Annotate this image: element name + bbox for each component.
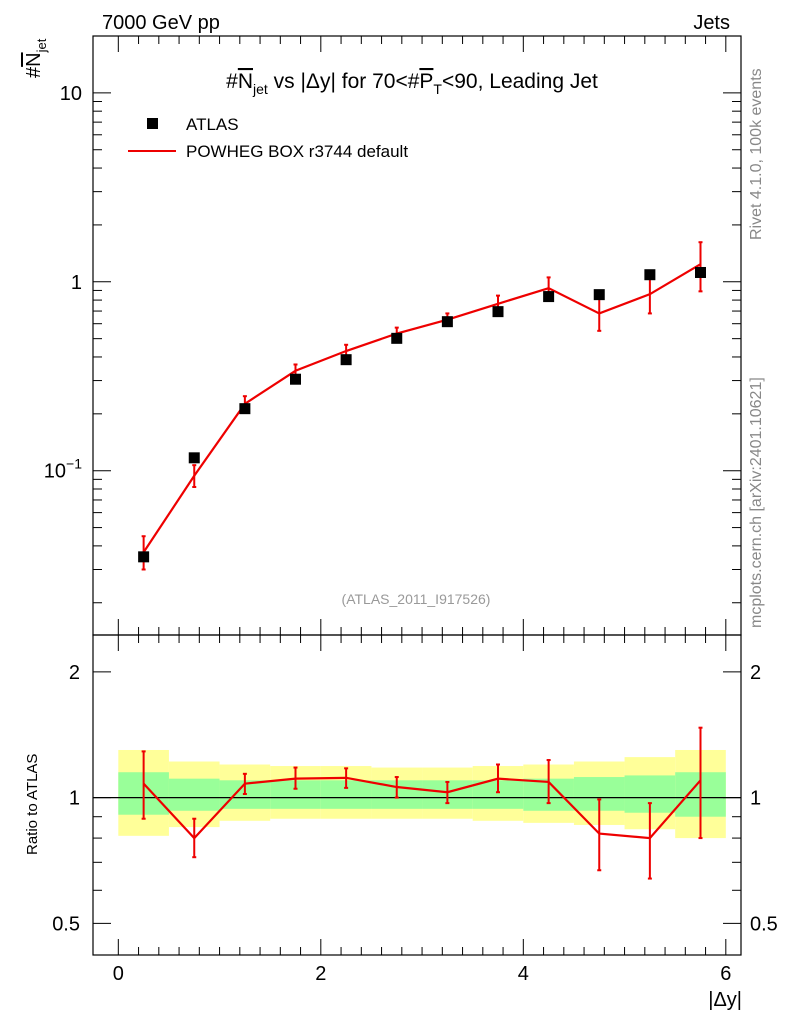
ratio-band-inner [168, 778, 220, 811]
atlas-point [391, 332, 403, 344]
legend-powheg-label: POWHEG BOX r3744 default [186, 142, 408, 161]
ratio-xtick-label: 2 [315, 963, 326, 985]
ratio-line [142, 776, 702, 840]
ratio-xtick-label: 0 [113, 963, 124, 985]
atlas-point [138, 551, 150, 563]
legend-atlas-marker [147, 118, 158, 129]
ratio-xtick-label: 4 [518, 963, 529, 985]
rivet-label: Rivet 4.1.0, 100k events [748, 68, 765, 240]
atlas-point [290, 373, 301, 385]
ratio-ylabel: Ratio to ATLAS [24, 754, 41, 855]
main-ylabel: #Njet [23, 38, 49, 78]
mcplots-label: mcplots.cern.ch [arXiv:2401.10621] [748, 377, 765, 628]
ratio-ytick-label-left: 2 [69, 662, 80, 684]
ratio-frame [92, 634, 742, 956]
atlas-point [239, 403, 251, 415]
legend: ATLAS POWHEG BOX r3744 default [128, 115, 408, 161]
powheg-line [142, 263, 702, 553]
ratio-panel: 0.5 0.5 1 1 2 2 0 2 4 6 Ratio to ATLAS |Δy| [24, 634, 778, 1011]
atlas-point [492, 306, 504, 318]
main-panel: 10−1 1 10 #Njet vs |Δy| for 70<#PT<90, Lea… [23, 35, 742, 636]
ratio-ytick-label-right: 2 [750, 662, 761, 684]
atlas-point [695, 266, 706, 278]
ratio-xlabel: |Δy| [708, 989, 742, 1011]
header-left: 7000 GeV pp [102, 12, 220, 34]
atlas-point [188, 452, 200, 464]
atlas-point [593, 289, 605, 301]
ratio-ytick-label-left: 1 [69, 788, 80, 810]
legend-atlas-label: ATLAS [186, 115, 239, 134]
ratio-ytick-label-right: 0.5 [750, 913, 778, 935]
main-title: #Njet vs |Δy| for 70<#PT<90, Leading Jet [226, 70, 598, 97]
main-ytick-label: 1 [71, 272, 82, 294]
atlas-point [340, 354, 352, 366]
watermark: (ATLAS_2011_I917526) [342, 591, 491, 607]
main-ytick-label: 10−1 [44, 456, 82, 483]
atlas-point [644, 269, 656, 281]
header-right: Jets [693, 12, 730, 34]
atlas-point [441, 316, 453, 328]
ratio-ytick-label-left: 0.5 [52, 913, 80, 935]
main-ytick-label: 10 [60, 83, 82, 105]
atlas-point [543, 291, 555, 303]
ratio-ytick-label-right: 1 [750, 788, 761, 810]
ratio-xtick-label: 6 [720, 963, 731, 985]
